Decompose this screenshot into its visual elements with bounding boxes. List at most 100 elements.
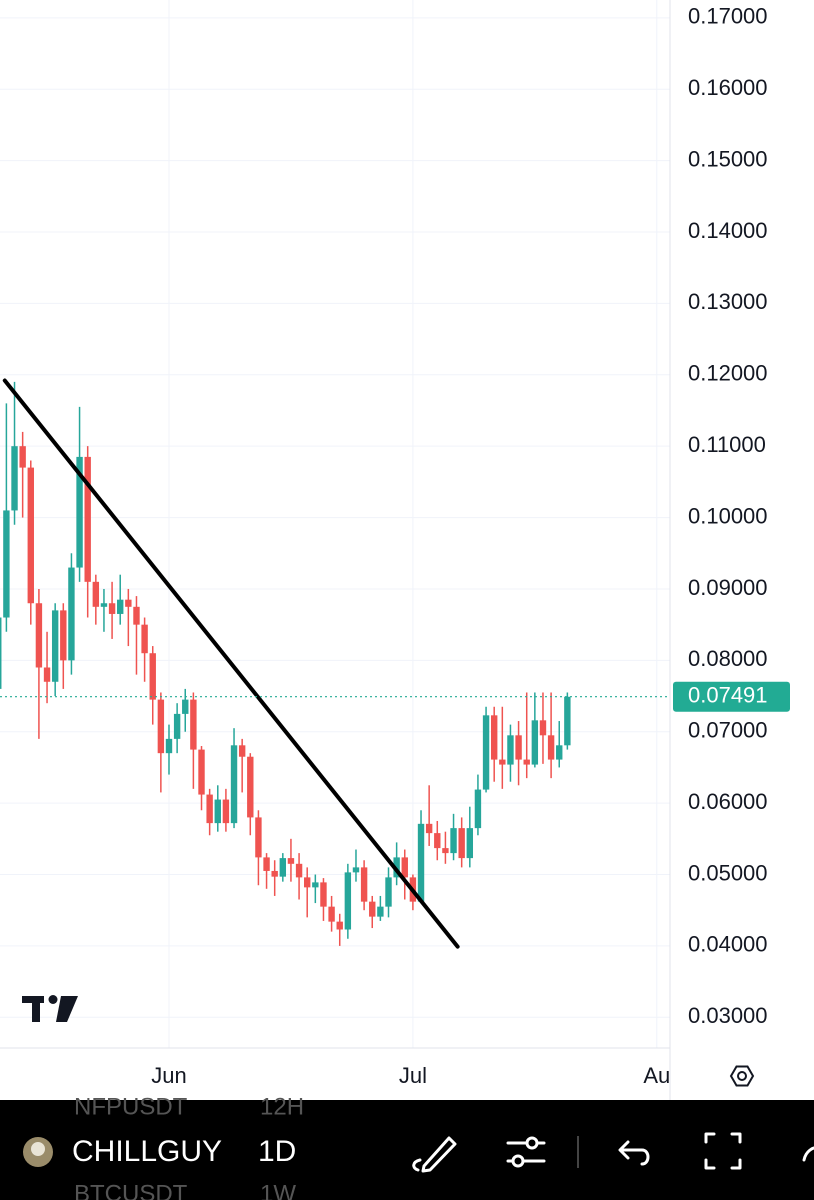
candle-body [19,446,26,468]
candle-body [401,857,408,878]
candle-body [360,867,368,902]
candle-body [117,599,124,614]
candle-body [336,921,343,930]
candle-body [230,745,238,824]
candle-body [385,877,392,907]
y-tick-label: 0.12000 [688,361,768,386]
last-price-box [673,681,790,712]
candle-body [92,581,100,607]
fullscreen-button[interactable] [704,1132,742,1170]
candle-body [206,794,213,824]
y-tick-label: 0.03000 [688,1003,768,1028]
candle-body [271,870,278,877]
candle-body [190,699,197,750]
last-price-label: 0.07491 [688,683,768,708]
y-tick-label: 0.08000 [688,646,768,671]
candle-body [3,510,10,618]
candle-body [198,749,205,795]
candle-body [482,715,490,790]
x-tick-label: Jun [151,1063,186,1088]
candle-body [425,823,433,834]
candle-body [100,603,108,607]
candle-body [499,759,506,765]
candle-body [222,799,230,824]
candle-body [263,857,270,871]
interval-option[interactable]: 12H [260,1093,304,1120]
candle-body [312,882,319,888]
candle-body [507,735,514,765]
candle-body [133,606,140,625]
chart-background [0,0,814,1100]
symbol[interactable]: CHILLGUY [72,1135,222,1168]
y-tick-label: 0.06000 [688,789,768,814]
candle-body [547,735,555,760]
candle-body [377,906,384,917]
candle-body [182,699,189,714]
candle-body [523,759,530,765]
y-tick-label: 0.07000 [688,718,768,743]
candle-body [247,756,254,818]
trendline [2,378,460,949]
interval-option[interactable]: 1W [260,1180,296,1200]
undo-arrow [618,1140,630,1160]
candle-body [76,456,83,568]
candle-body [11,446,18,511]
interval[interactable]: 1D [258,1135,296,1168]
candle-body [295,863,303,878]
candle-body [279,858,287,877]
candle-body [125,599,132,607]
x-tick-label: Au [643,1063,670,1088]
candle-body [27,467,34,604]
symbol-option[interactable]: BTCUSDT [74,1180,188,1200]
indicators-button[interactable] [506,1136,546,1168]
candle-body [214,799,221,824]
candle-body [564,696,571,746]
candle-body [173,713,181,739]
candle-body [0,617,2,689]
symbol-avatar [23,1137,53,1167]
candle-body [149,653,156,700]
candle-body [165,738,173,754]
y-tick-label: 0.13000 [688,289,768,314]
candle-body [238,745,246,757]
candle-body [369,901,376,917]
candle-body [255,817,262,858]
candle-body [328,906,335,922]
candle-body [556,745,563,760]
y-tick-label: 0.10000 [688,503,768,528]
x-tick-label: Jul [399,1063,427,1088]
candle-body [84,456,91,582]
candle-body [458,828,465,859]
candle-body [490,715,498,760]
candle-body [287,858,295,864]
candle-body [320,882,327,907]
candle-body [515,735,522,760]
y-tick-label: 0.04000 [688,932,768,957]
candle-body [51,610,59,682]
candle-body [141,624,148,654]
candle-body [466,828,474,859]
candle-body [157,699,165,754]
candle-body [68,567,75,661]
y-tick-label: 0.05000 [688,860,768,885]
undo-button[interactable] [621,1148,650,1166]
y-tick-label: 0.11000 [688,432,766,457]
candle-body [539,720,547,736]
symbol-option[interactable]: NFPUSDT [74,1093,188,1120]
y-tick-label: 0.16000 [688,75,768,100]
settings-button[interactable] [729,1065,755,1087]
candle-body [434,833,441,849]
y-tick-label: 0.09000 [688,575,768,600]
candle-body [60,610,67,661]
y-tick-label: 0.17000 [688,4,768,29]
candle-body [442,848,449,854]
y-tick-label: 0.15000 [688,146,768,171]
candle-body [417,823,425,902]
candle-body [108,603,116,614]
toolbar [0,1100,814,1200]
draw-tool[interactable] [412,1136,457,1173]
candle-body [352,867,360,873]
candle-body [43,667,51,682]
tv-logo [22,995,78,1022]
